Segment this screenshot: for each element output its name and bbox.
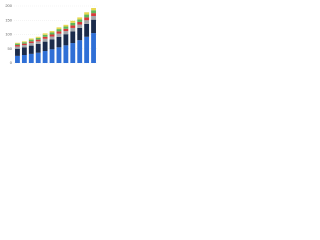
bar-segment	[15, 42, 20, 44]
bar-segment	[21, 41, 27, 43]
bar-segment	[84, 20, 90, 24]
bar-segment	[42, 34, 48, 37]
bar-segment	[42, 33, 48, 35]
bar-segment	[28, 41, 34, 44]
bar-segment	[91, 15, 96, 20]
bar-segment	[15, 43, 20, 46]
bar-segment	[35, 43, 41, 53]
bar-segment	[63, 26, 69, 29]
bar-segment	[21, 55, 27, 63]
bar-segment	[28, 43, 34, 46]
bar-segment	[91, 13, 96, 16]
bar-segment	[56, 36, 62, 48]
bar-segment	[21, 45, 27, 48]
bar-segment	[21, 42, 27, 44]
bar-segment	[70, 22, 76, 26]
bar-segment	[91, 33, 96, 63]
bar-segment	[49, 34, 55, 37]
bar-segment	[77, 21, 83, 25]
bar-segment	[91, 7, 96, 11]
bar-segment	[15, 48, 20, 56]
bar-segment	[70, 27, 76, 32]
bar-segment	[77, 19, 83, 22]
bar-segment	[35, 52, 41, 63]
bar-segment	[49, 31, 55, 33]
bar-segment	[35, 41, 41, 44]
bar-segment	[56, 47, 62, 63]
bar-segment	[84, 12, 90, 15]
bar-segment	[42, 51, 48, 63]
bar-segment	[21, 47, 27, 56]
y-tick-label: 0	[10, 60, 13, 65]
bar-segment	[56, 27, 62, 30]
bar-segment	[91, 10, 96, 14]
bar-segment	[28, 38, 34, 40]
bar-segment	[84, 14, 90, 18]
bar-segment	[77, 17, 83, 20]
bar-segment	[91, 19, 96, 34]
bar-segment	[63, 31, 69, 35]
bar-segment	[77, 24, 83, 28]
bar-segment	[35, 39, 41, 42]
bar-segment	[15, 55, 20, 63]
bar-segment	[21, 43, 27, 46]
bar-segment	[49, 49, 55, 63]
bar-segment	[42, 41, 48, 52]
bar-segment	[70, 20, 76, 23]
bar-segment	[63, 45, 69, 63]
y-tick-label: 100	[5, 32, 12, 37]
bar-segment	[84, 36, 90, 63]
bar-segment	[84, 17, 90, 21]
page: {"chart_data": {"type": "stacked-bar", "…	[0, 0, 320, 71]
bar-segment	[15, 46, 20, 49]
y-tick-label: 200	[5, 3, 12, 8]
bar-segment	[63, 34, 69, 46]
bar-segment	[28, 53, 34, 63]
y-tick-label: 50	[8, 46, 13, 51]
bar-segment	[56, 29, 62, 32]
bar-segment	[42, 38, 48, 42]
bar-segment	[35, 37, 41, 40]
bar-segment	[70, 43, 76, 63]
bar-segment	[49, 32, 55, 35]
bar-segment	[56, 33, 62, 37]
y-tick-label: 150	[5, 17, 12, 22]
bar-segment	[63, 24, 69, 27]
chart: 0 50 100 150 200	[5, 3, 97, 65]
bar-segment	[70, 31, 76, 44]
bar-segment	[35, 36, 41, 38]
bar-segment	[49, 36, 55, 40]
bar-segment	[28, 45, 34, 54]
bar-segment	[56, 31, 62, 34]
bar-segment	[49, 39, 55, 50]
bar-segment	[15, 45, 20, 47]
bar-segment	[70, 25, 76, 28]
bar-segment	[63, 28, 69, 32]
bar-segment	[77, 27, 83, 41]
bar-segment	[77, 40, 83, 63]
bar-segment	[28, 39, 34, 42]
bar-segment	[84, 23, 90, 37]
bar-segment	[42, 36, 48, 39]
